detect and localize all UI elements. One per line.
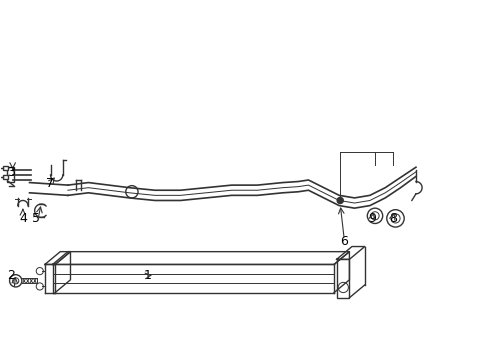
FancyBboxPatch shape: [6, 167, 14, 181]
Text: 4: 4: [19, 212, 27, 225]
FancyBboxPatch shape: [3, 175, 7, 180]
Text: 6: 6: [340, 235, 347, 248]
Text: 7: 7: [46, 177, 54, 190]
Text: 1: 1: [143, 269, 151, 282]
Text: 9: 9: [368, 212, 376, 225]
Text: 2: 2: [7, 269, 15, 282]
Text: 8: 8: [388, 212, 396, 225]
Text: 3: 3: [7, 166, 15, 179]
FancyBboxPatch shape: [3, 166, 7, 170]
Text: 5: 5: [32, 212, 40, 225]
Circle shape: [336, 197, 343, 203]
